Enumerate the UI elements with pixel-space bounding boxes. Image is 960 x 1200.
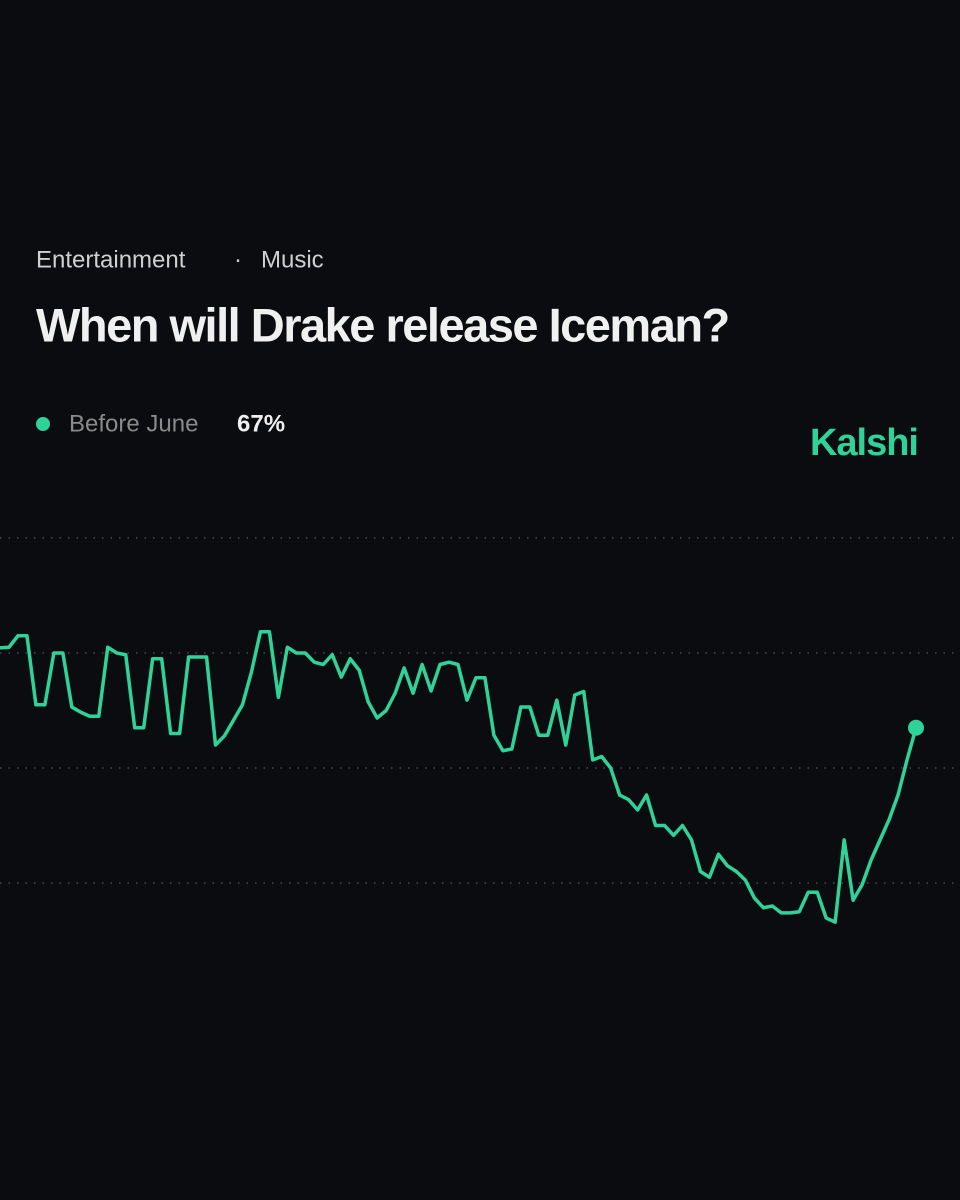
breadcrumb: Music <box>261 246 324 273</box>
legend-label: Before June <box>69 410 198 437</box>
legend-marker <box>36 417 50 431</box>
breadcrumb: Entertainment <box>36 246 186 273</box>
legend-value: 67% <box>237 410 285 437</box>
breadcrumb-separator: · <box>234 246 242 273</box>
chart-title: When will Drake release Iceman? <box>36 298 729 351</box>
series-line <box>0 629 918 924</box>
brand-logo: Kalshi <box>810 422 918 464</box>
end-point <box>908 719 924 736</box>
